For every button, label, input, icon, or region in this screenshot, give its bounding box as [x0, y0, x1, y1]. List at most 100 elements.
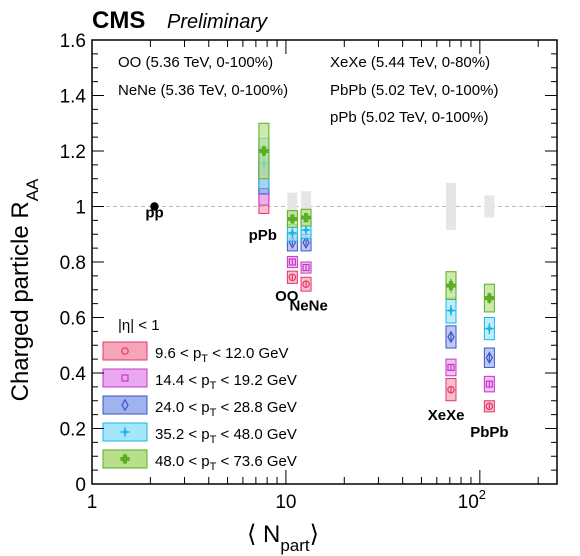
marker-shape	[484, 323, 495, 334]
norm-band	[287, 192, 298, 221]
marker-shape	[300, 224, 312, 236]
system-label: OO	[275, 288, 299, 305]
marker-shape	[259, 146, 269, 156]
y-tick-label: 1.6	[60, 31, 86, 52]
legend-label: 35.2 < pT < 48.0 GeV	[155, 426, 297, 446]
legend-swatch	[102, 341, 148, 361]
norm-band	[301, 191, 312, 222]
y-tick-label: 0.6	[60, 309, 86, 330]
system-label: XeXe	[428, 407, 465, 424]
data-point	[302, 280, 310, 289]
data-point	[300, 224, 312, 236]
marker-shape	[447, 330, 455, 344]
y-tick-label: 1	[75, 198, 86, 219]
data-point	[288, 273, 297, 282]
x-axis-title-sub: part	[280, 536, 310, 555]
legend-marker	[120, 454, 130, 464]
note-xexe: XeXe (5.44 TeV, 0-80%)	[330, 54, 490, 71]
data-point	[447, 363, 455, 372]
data-point	[302, 263, 310, 272]
x-axis-title: ⟨ Npart⟩	[247, 521, 319, 555]
system-label: pPb	[249, 227, 277, 244]
legend-marker	[121, 398, 129, 412]
x-axis-title-main: ⟨ N	[247, 521, 280, 548]
marker-shape	[287, 214, 298, 224]
marker-shape	[121, 374, 129, 382]
y-tick-label: 1.2	[60, 142, 86, 163]
legend-label: 48.0 < pT < 73.6 GeV	[155, 453, 297, 473]
marker-shape	[302, 236, 310, 249]
x-tick-label: 10	[275, 492, 296, 513]
data-point	[485, 380, 493, 388]
marker-shape	[287, 227, 298, 239]
legend-title: |η| < 1	[118, 317, 160, 334]
marker-shape	[302, 263, 310, 272]
y-axis-title: Charged particle RAA	[7, 178, 42, 401]
data-point	[447, 385, 455, 394]
pp-point	[150, 202, 159, 211]
y-tick-label: 0	[75, 475, 86, 496]
system-label: pp	[145, 205, 163, 222]
data-point	[484, 293, 495, 303]
data-point	[301, 212, 311, 223]
note-pbpb: PbPb (5.02 TeV, 0-100%)	[330, 82, 498, 99]
data-point	[484, 323, 495, 334]
data-point	[485, 351, 494, 365]
y-tick-label: 0.4	[60, 364, 87, 385]
x-axis-title-close: ⟩	[310, 521, 319, 548]
marker-shape	[447, 385, 455, 394]
y-tick-label: 0.8	[60, 253, 86, 274]
experiment-label: CMS	[92, 7, 145, 34]
note-nene: NeNe (5.36 TeV, 0-100%)	[118, 82, 288, 99]
legend-marker	[121, 347, 129, 355]
marker-shape	[288, 273, 297, 282]
legend-label: 14.4 < pT < 19.2 GeV	[155, 372, 297, 392]
system-label: NeNe	[289, 298, 327, 315]
data-point	[302, 236, 310, 249]
y-tick-label: 1.4	[60, 87, 87, 108]
note-oo: OO (5.36 TeV, 0-100%)	[118, 54, 273, 71]
data-point	[287, 227, 298, 239]
x-tick-label: 1	[87, 492, 98, 513]
data-point	[287, 214, 298, 224]
system-label: PbPb	[470, 424, 508, 441]
marker-shape	[447, 363, 455, 372]
norm-band	[484, 195, 495, 218]
y-tick-label: 0.2	[60, 420, 86, 441]
legend-swatch	[102, 395, 148, 415]
x-tick-label-100: 102	[458, 487, 486, 513]
legend: 9.6 < pT < 12.0 GeV 14.4 < pT < 19.2 GeV 2…	[102, 341, 297, 473]
marker-shape	[445, 305, 457, 316]
legend-marker	[119, 426, 131, 438]
marker-shape	[119, 426, 131, 438]
plot-frame	[91, 39, 558, 485]
plot-area: 00.20.40.60.811.21.41.61 10 102pppPbOONeNe…	[60, 31, 558, 513]
data-point	[259, 146, 269, 156]
marker-shape	[288, 258, 296, 266]
norm-band	[445, 182, 456, 231]
data-point	[288, 258, 296, 266]
marker-shape	[121, 347, 129, 355]
marker-shape	[120, 454, 130, 464]
legend-label: 9.6 < pT < 12.0 GeV	[155, 345, 289, 365]
note-ppb: pPb (5.02 TeV, 0-100%)	[330, 109, 488, 126]
marker-shape	[485, 351, 494, 365]
marker-shape	[121, 398, 129, 412]
marker-shape	[485, 402, 494, 411]
marker-shape	[301, 212, 311, 223]
marker-shape	[446, 280, 456, 291]
legend-swatch	[102, 368, 148, 388]
data-point	[485, 402, 494, 411]
legend-label: 24.0 < pT < 28.8 GeV	[155, 399, 297, 419]
y-axis-title-main: Charged particle R	[7, 201, 34, 401]
marker-shape	[485, 380, 493, 388]
data-point	[445, 305, 457, 316]
marker-shape	[302, 280, 310, 289]
marker-shape	[484, 293, 495, 303]
legend-marker	[121, 374, 129, 382]
status-label: Preliminary	[167, 11, 268, 33]
y-axis-title-sub: AA	[23, 178, 42, 201]
data-point	[446, 280, 456, 291]
data-point	[447, 330, 455, 344]
